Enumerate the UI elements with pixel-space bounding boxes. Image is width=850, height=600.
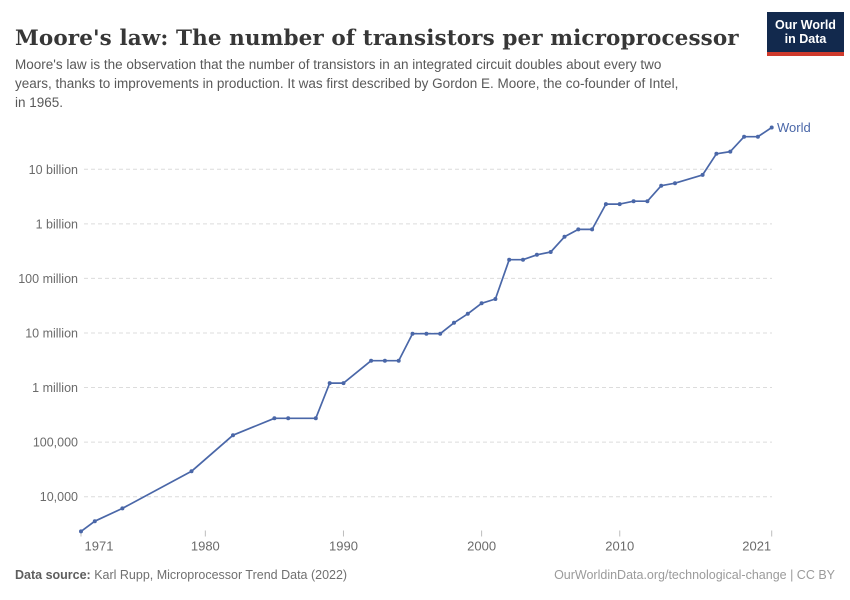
- data-point[interactable]: [231, 433, 235, 438]
- data-point[interactable]: [313, 416, 318, 421]
- data-point[interactable]: [521, 257, 525, 262]
- owid-logo-text: Our World in Data: [775, 17, 836, 47]
- data-point[interactable]: [92, 519, 97, 524]
- y-axis-label: 1 million: [32, 381, 78, 395]
- y-axis-label: 100,000: [33, 436, 78, 450]
- series-label-world[interactable]: World: [777, 120, 811, 135]
- data-point[interactable]: [465, 311, 470, 316]
- data-point[interactable]: [507, 257, 512, 262]
- data-line-world[interactable]: [80, 126, 773, 533]
- data-point[interactable]: [590, 227, 595, 232]
- data-point[interactable]: [659, 183, 664, 188]
- data-point[interactable]: [327, 381, 332, 386]
- data-point[interactable]: [79, 529, 83, 534]
- data-point[interactable]: [576, 227, 581, 232]
- data-point[interactable]: [728, 149, 733, 154]
- data-point[interactable]: [645, 199, 650, 204]
- owid-url-license-link[interactable]: OurWorldinData.org/technological-change …: [554, 568, 835, 582]
- subtitle-line: Moore's law is the observation that the …: [15, 57, 662, 72]
- data-point[interactable]: [272, 416, 277, 421]
- data-point[interactable]: [755, 134, 760, 139]
- data-point[interactable]: [382, 358, 387, 363]
- y-axis-label: 1 billion: [36, 217, 78, 231]
- data-point[interactable]: [493, 297, 498, 301]
- owid-logo[interactable]: Our World in Data: [767, 12, 844, 56]
- x-axis-label: 2021: [742, 539, 771, 554]
- data-point[interactable]: [189, 469, 194, 474]
- y-axis-label: 10,000: [40, 490, 78, 504]
- y-axis-label: 10 million: [25, 326, 78, 340]
- data-source-label: Data source:: [15, 568, 91, 582]
- data-source-value: Karl Rupp, Microprocessor Trend Data (20…: [90, 568, 348, 582]
- x-axis-label: 2010: [605, 539, 634, 554]
- x-axis-label: 2000: [467, 539, 496, 554]
- data-point[interactable]: [548, 250, 553, 254]
- chart-footer: Data source: Karl Rupp, Microprocessor T…: [15, 568, 835, 582]
- data-point[interactable]: [700, 172, 705, 177]
- data-point[interactable]: [534, 252, 539, 257]
- page-title: Moore's law: The number of transistors p…: [15, 26, 739, 52]
- data-point[interactable]: [742, 134, 747, 139]
- data-point[interactable]: [769, 125, 774, 130]
- subtitle-line: years, thanks to improvements in product…: [15, 76, 679, 91]
- y-axis-label: 10 billion: [29, 163, 78, 177]
- data-point[interactable]: [120, 506, 125, 511]
- data-source-note: Data source: Karl Rupp, Microprocessor T…: [15, 568, 347, 582]
- data-point[interactable]: [562, 234, 567, 239]
- x-axis-label: 1990: [329, 539, 358, 554]
- data-point[interactable]: [286, 416, 291, 421]
- subtitle-line: in 1965.: [15, 95, 64, 110]
- data-point[interactable]: [617, 202, 622, 207]
- data-point[interactable]: [424, 331, 429, 336]
- x-axis-label: 1971: [85, 539, 114, 554]
- y-axis-label: 100 million: [18, 272, 78, 286]
- data-point[interactable]: [410, 331, 415, 336]
- data-point[interactable]: [603, 202, 608, 207]
- data-point[interactable]: [396, 358, 401, 363]
- data-point[interactable]: [452, 320, 456, 325]
- data-point[interactable]: [714, 151, 719, 156]
- data-point[interactable]: [369, 358, 374, 363]
- data-point[interactable]: [631, 199, 636, 204]
- data-point[interactable]: [438, 331, 443, 336]
- x-axis-label: 1980: [191, 539, 220, 554]
- chart-subtitle: Moore's law is the observation that the …: [15, 55, 775, 112]
- data-point[interactable]: [673, 181, 677, 186]
- data-point[interactable]: [341, 381, 346, 386]
- data-point[interactable]: [479, 301, 484, 306]
